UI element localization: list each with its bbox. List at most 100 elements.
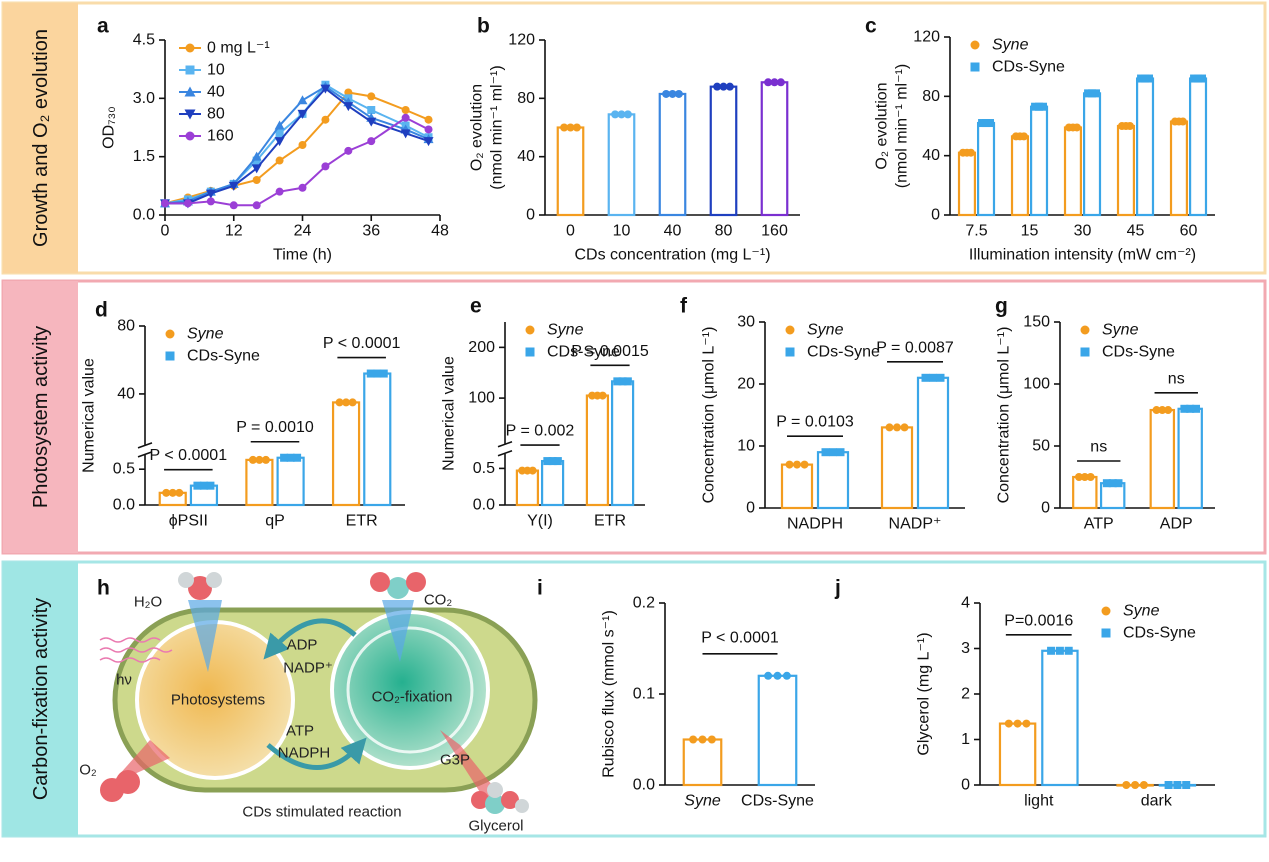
x-tick-label: CDs-Syne	[741, 793, 814, 810]
marker	[185, 43, 195, 53]
marker	[525, 325, 535, 335]
marker	[1022, 719, 1031, 728]
y-tick-label: 0	[931, 207, 940, 224]
legend-label: Syne	[187, 326, 224, 343]
marker	[674, 89, 683, 98]
marker	[1019, 132, 1028, 141]
y-axis-label: Numerical value	[441, 356, 458, 471]
label: ADP	[287, 637, 318, 654]
marker	[297, 109, 308, 119]
y-tick-label: 3.0	[133, 90, 155, 107]
marker	[1101, 606, 1111, 616]
marker	[566, 123, 575, 132]
marker	[379, 369, 388, 378]
y-axis-label: Numerical value	[81, 358, 98, 473]
marker	[1182, 781, 1191, 789]
marker	[885, 423, 894, 432]
marker	[206, 197, 215, 206]
bar	[1149, 408, 1176, 510]
y-tick-label: 0	[526, 207, 535, 224]
section-strip	[3, 3, 78, 273]
legend-label: 0 mg L⁻¹	[207, 40, 270, 57]
marker	[1101, 628, 1111, 638]
bar	[1029, 105, 1049, 217]
axis-break	[137, 442, 153, 449]
y-tick-label: 120	[508, 32, 535, 49]
panel-label: c	[865, 15, 877, 38]
marker	[184, 109, 196, 120]
p-label: P=0.0016	[1004, 612, 1073, 629]
panel-label: i	[537, 577, 543, 600]
light-waves	[99, 637, 173, 663]
marker	[252, 176, 261, 184]
y-tick-label: 0.0	[133, 207, 155, 224]
marker	[165, 329, 175, 339]
marker	[785, 325, 795, 335]
cycle-arrow	[266, 737, 367, 770]
y-tick-label: 100	[1023, 376, 1050, 393]
marker	[1102, 479, 1111, 488]
section-strip	[3, 562, 78, 836]
marker	[560, 123, 569, 132]
marker	[553, 457, 562, 466]
marker	[800, 460, 809, 469]
bar	[780, 463, 814, 510]
marker	[785, 347, 795, 357]
y-axis-label: Glycerol (mg L⁻¹)	[916, 632, 933, 755]
marker	[793, 460, 801, 469]
x-tick-label: Syne	[684, 793, 721, 810]
marker	[1047, 646, 1056, 655]
marker	[320, 84, 331, 94]
y-axis-label: Concentration (μmol L⁻¹)	[996, 327, 1013, 504]
marker	[707, 735, 716, 744]
marker	[424, 125, 433, 134]
marker	[348, 398, 357, 407]
marker	[165, 351, 175, 361]
y-tick-label: 200	[468, 339, 495, 356]
marker	[206, 481, 215, 490]
bar	[1063, 126, 1083, 217]
panel-label: d	[95, 299, 108, 322]
g3p-beam	[440, 730, 500, 800]
x-tick-label: 10	[613, 223, 631, 240]
marker	[274, 120, 285, 130]
y-axis-label: (nmol min⁻¹ ml⁻¹)	[489, 65, 506, 189]
legend-label: CDs-Syne	[1123, 625, 1196, 642]
marker	[298, 183, 307, 192]
x-tick-label: ETR	[594, 513, 626, 530]
x-tick-label: 30	[1074, 223, 1092, 240]
y-axis-label: Rubisco flux (mmol s⁻¹)	[601, 610, 618, 778]
y-tick-label: 4	[961, 595, 970, 612]
p-label: P = 0.0015	[571, 343, 649, 360]
marker	[1173, 781, 1182, 789]
axis-break	[497, 450, 513, 457]
marker	[618, 377, 627, 386]
bar	[331, 401, 361, 507]
bar	[957, 151, 977, 217]
p-label: P = 0.002	[506, 423, 575, 440]
marker	[764, 671, 773, 680]
marker	[611, 110, 620, 119]
y-tick-label: 80	[517, 90, 535, 107]
marker	[401, 113, 410, 122]
marker	[1145, 74, 1154, 83]
legend-label: CDs-Syne	[547, 344, 620, 361]
bar	[1116, 124, 1136, 217]
marker	[662, 89, 671, 98]
marker	[423, 137, 434, 147]
y-tick-label: 0.1	[633, 686, 655, 703]
marker	[713, 82, 722, 91]
marker	[293, 453, 302, 462]
marker	[185, 65, 195, 75]
y-axis-label: O₂ evolution	[469, 84, 486, 171]
p-label: P < 0.0001	[150, 447, 228, 464]
marker	[1055, 646, 1064, 655]
marker	[613, 377, 622, 386]
marker	[193, 481, 202, 490]
marker	[528, 466, 537, 475]
bar	[816, 451, 850, 510]
y-tick-label: 10	[737, 438, 755, 455]
bar	[585, 394, 610, 507]
marker	[251, 151, 262, 161]
y-tick-label: 80	[922, 88, 940, 105]
